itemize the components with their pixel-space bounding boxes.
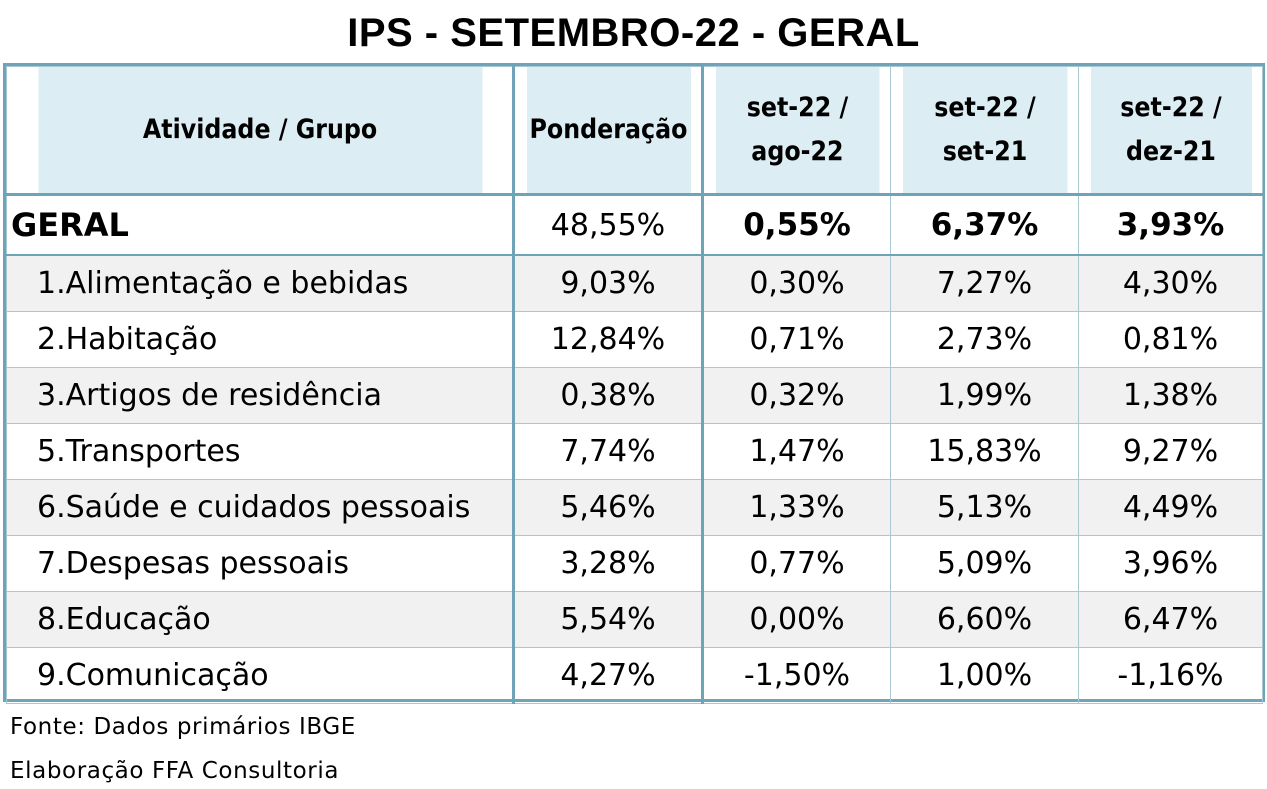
row-label: GERAL [6, 194, 515, 256]
table-row: 3.Artigos de residência 0,38% 0,32% 1,99% 1,… [6, 367, 1263, 424]
table-cell: -1,50% [702, 647, 891, 704]
table-cell: 5,54% [513, 591, 704, 648]
header-line: set-22 / [933, 92, 1036, 123]
table-cell: 9,03% [513, 254, 704, 312]
table-cell: 2,73% [890, 311, 1079, 368]
table-row: 1.Alimentação e bebidas 9,03% 0,30% 7,27% 4,… [6, 254, 1263, 312]
table-cell: -1,16% [1078, 647, 1263, 704]
table-row: 5.Transportes 7,74% 1,47% 15,83% 9,27% [6, 423, 1263, 480]
table-cell: 0,30% [702, 254, 891, 312]
row-label: 9.Comunicação [6, 647, 515, 704]
table-cell: 1,47% [702, 423, 891, 480]
header-line: Ponderação [529, 114, 687, 145]
table-cell: 12,84% [513, 311, 704, 368]
table-cell: 3,93% [1078, 194, 1263, 256]
table-cell: 4,49% [1078, 479, 1263, 536]
row-label: 6.Saúde e cuidados pessoais [6, 479, 515, 536]
footer-source: Fonte: Dados primários IBGE [10, 714, 356, 740]
header-line: set-22 / [746, 92, 848, 123]
table-row: 2.Habitação 12,84% 0,71% 2,73% 0,81% [6, 311, 1263, 368]
table-cell: 1,00% [890, 647, 1079, 704]
table-cell: 48,55% [513, 194, 704, 256]
table-cell: 15,83% [890, 423, 1079, 480]
table-row-total: GERAL 48,55% 0,55% 6,37% 3,93% [6, 194, 1263, 256]
header-set22-dez21: set-22 / dez-21 [1089, 66, 1252, 195]
table-cell: 7,74% [513, 423, 704, 480]
table-cell: 0,55% [702, 194, 891, 256]
table-row: 9.Comunicação 4,27% -1,50% 1,00% -1,16% [6, 647, 1263, 704]
row-label: 5.Transportes [6, 423, 515, 480]
page-title: IPS - SETEMBRO-22 - GERAL [347, 11, 920, 55]
table-cell: 9,27% [1078, 423, 1263, 480]
table-cell: 1,99% [890, 367, 1079, 424]
header-ponderacao: Ponderação [524, 66, 693, 195]
table-cell: 6,37% [890, 194, 1079, 256]
table-cell: 4,27% [513, 647, 704, 704]
row-label: 7.Despesas pessoais [6, 535, 515, 592]
header-atividade: Atividade / Grupo [36, 66, 485, 195]
table-cell: 0,77% [702, 535, 891, 592]
data-table: Atividade / Grupo Ponderação set-22 / ago-2… [3, 63, 1265, 704]
header-line: ago-22 [750, 136, 844, 167]
header-line: dez-21 [1125, 136, 1216, 167]
table-cell: 7,27% [890, 254, 1079, 312]
table-cell: 3,96% [1078, 535, 1263, 592]
table-header-row: Atividade / Grupo Ponderação set-22 / ago-2… [6, 66, 1263, 195]
header-set22-set21: set-22 / set-21 [901, 66, 1068, 195]
row-label: 1.Alimentação e bebidas [6, 254, 515, 312]
table-cell: 6,47% [1078, 591, 1263, 648]
table-cell: 0,81% [1078, 311, 1263, 368]
table-cell: 4,30% [1078, 254, 1263, 312]
table-row: 7.Despesas pessoais 3,28% 0,77% 5,09% 3,96% [6, 535, 1263, 592]
table-cell: 6,60% [890, 591, 1079, 648]
row-label: 3.Artigos de residência [6, 367, 515, 424]
table-cell: 0,38% [513, 367, 704, 424]
header-line: set-22 / [1119, 92, 1222, 123]
table-cell: 0,71% [702, 311, 891, 368]
table-cell: 1,38% [1078, 367, 1263, 424]
footer-credit: Elaboração FFA Consultoria [10, 758, 340, 784]
table-cell: 0,00% [702, 591, 891, 648]
table-cell: 5,09% [890, 535, 1079, 592]
table-row: 8.Educação 5,54% 0,00% 6,60% 6,47% [6, 591, 1263, 648]
table-row: 6.Saúde e cuidados pessoais 5,46% 1,33% 5,1… [6, 479, 1263, 536]
table-cell: 5,13% [890, 479, 1079, 536]
table-cell: 5,46% [513, 479, 704, 536]
table-cell: 0,32% [702, 367, 891, 424]
header-line: set-21 [942, 136, 1027, 167]
row-label: 2.Habitação [6, 311, 515, 368]
header-line: Atividade / Grupo [142, 114, 377, 145]
header-set22-ago22: set-22 / ago-22 [713, 66, 880, 195]
table-cell: 3,28% [513, 535, 704, 592]
row-label: 8.Educação [6, 591, 515, 648]
table-cell: 1,33% [702, 479, 891, 536]
